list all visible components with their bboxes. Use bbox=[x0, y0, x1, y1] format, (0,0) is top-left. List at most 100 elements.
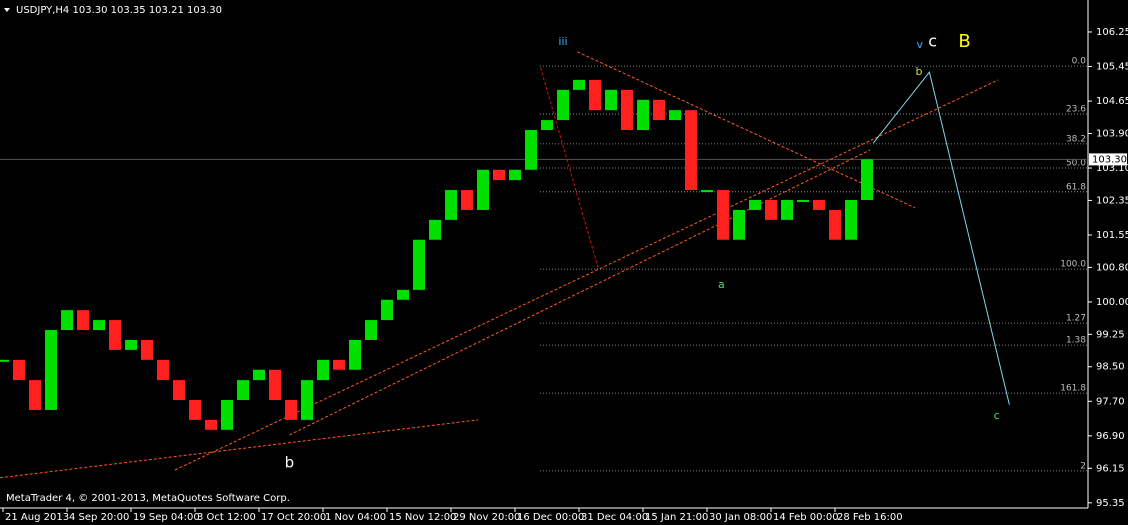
x-tick-label: 4 Sep 20:00 bbox=[69, 512, 129, 523]
last-price-box bbox=[1089, 153, 1127, 166]
fib-label: 23.6 bbox=[1066, 105, 1086, 115]
candle bbox=[237, 380, 249, 401]
candle bbox=[461, 190, 473, 210]
trend-line bbox=[0, 419, 479, 479]
wave-label: iii bbox=[558, 35, 567, 48]
candle bbox=[445, 190, 457, 220]
y-tick-label: 99.25 bbox=[1096, 329, 1125, 340]
candle bbox=[829, 209, 841, 240]
candle bbox=[365, 320, 377, 340]
candle bbox=[685, 110, 697, 191]
wave-label: c bbox=[928, 31, 937, 50]
x-tick-label: 29 Nov 20:00 bbox=[453, 512, 520, 523]
y-tick-label: 96.90 bbox=[1096, 431, 1125, 442]
last-price-label: 103.30 bbox=[1092, 154, 1127, 165]
x-tick-label: 30 Jan 08:00 bbox=[709, 512, 772, 523]
candle bbox=[157, 359, 169, 381]
trend-line bbox=[577, 51, 916, 209]
candle bbox=[45, 330, 57, 410]
x-tick-label: 15 Jan 21:00 bbox=[645, 512, 708, 523]
candle bbox=[349, 339, 361, 370]
wave-projection bbox=[873, 71, 1010, 405]
candle bbox=[605, 89, 617, 111]
candle bbox=[413, 239, 425, 290]
candle bbox=[109, 320, 121, 350]
candle bbox=[269, 369, 281, 401]
x-tick-label: 1 Nov 04:00 bbox=[325, 512, 386, 523]
wave-label: c bbox=[994, 409, 1000, 422]
candle bbox=[845, 200, 857, 240]
candle bbox=[317, 359, 329, 381]
fib-label: 161.8 bbox=[1060, 384, 1086, 394]
candle bbox=[29, 380, 41, 410]
wave-label: a bbox=[718, 278, 725, 291]
candle bbox=[189, 400, 201, 420]
candle bbox=[749, 200, 761, 210]
candle bbox=[621, 89, 633, 131]
candle bbox=[381, 299, 393, 321]
x-tick-label: 17 Oct 20:00 bbox=[261, 512, 326, 523]
y-tick-label: 101.55 bbox=[1096, 230, 1128, 241]
y-tick-label: 96.15 bbox=[1096, 463, 1125, 474]
y-tick-label: 100.00 bbox=[1096, 297, 1128, 308]
wave-label: v bbox=[917, 38, 924, 51]
fib-label: 1.38 bbox=[1066, 336, 1086, 346]
candle bbox=[573, 79, 585, 90]
candle bbox=[93, 320, 105, 331]
fib-label: 38.2 bbox=[1066, 134, 1086, 144]
candle bbox=[797, 200, 809, 203]
candle bbox=[637, 99, 649, 131]
candle bbox=[669, 110, 681, 121]
x-tick-label: 21 Aug 2013 bbox=[5, 512, 69, 523]
candle bbox=[13, 359, 25, 381]
candle bbox=[525, 130, 537, 170]
candle bbox=[61, 310, 73, 331]
x-tick-label: 3 Oct 12:00 bbox=[197, 512, 256, 523]
fib-label: 0.0 bbox=[1072, 57, 1087, 67]
y-tick-label: 95.35 bbox=[1096, 498, 1125, 509]
y-tick-label: 105.45 bbox=[1096, 62, 1128, 73]
candle bbox=[141, 339, 153, 360]
menu-arrow bbox=[4, 8, 10, 12]
candle bbox=[285, 400, 297, 420]
wave-label: B bbox=[958, 31, 970, 52]
y-tick-label: 103.10 bbox=[1096, 163, 1128, 174]
candle bbox=[733, 209, 745, 240]
fib-label: 1.27 bbox=[1066, 314, 1086, 324]
fib-label: 61.8 bbox=[1066, 182, 1086, 192]
candle bbox=[589, 79, 601, 111]
y-tick-label: 102.35 bbox=[1096, 195, 1128, 206]
fib-label: 50.0 bbox=[1066, 159, 1086, 169]
candle bbox=[301, 380, 313, 420]
candle bbox=[557, 89, 569, 121]
y-tick-label: 100.80 bbox=[1096, 262, 1128, 273]
candle bbox=[429, 219, 441, 240]
candle bbox=[477, 169, 489, 210]
y-tick-label: 103.90 bbox=[1096, 128, 1128, 139]
trend-line bbox=[289, 149, 871, 436]
candle bbox=[221, 400, 233, 430]
candle bbox=[701, 190, 713, 193]
x-tick-label: 31 Dec 04:00 bbox=[581, 512, 648, 523]
candle bbox=[205, 419, 217, 430]
x-tick-label: 16 Dec 00:00 bbox=[517, 512, 584, 523]
candle bbox=[77, 310, 89, 331]
candle bbox=[125, 339, 137, 350]
candle bbox=[509, 169, 521, 181]
y-tick-label: 104.65 bbox=[1096, 96, 1128, 107]
candle bbox=[717, 190, 729, 240]
fib-label: 2 bbox=[1080, 461, 1086, 471]
candle bbox=[813, 200, 825, 210]
candle bbox=[861, 159, 873, 201]
fib-label: 100.0 bbox=[1060, 260, 1086, 270]
x-tick-label: 19 Sep 04:00 bbox=[133, 512, 200, 523]
wave-label: b bbox=[285, 454, 295, 472]
candle bbox=[653, 99, 665, 121]
chart-title: USDJPY,H4 103.30 103.35 103.21 103.30 bbox=[16, 5, 222, 16]
y-tick-label: 98.50 bbox=[1096, 362, 1125, 373]
candle bbox=[0, 359, 9, 362]
copyright: MetaTrader 4, © 2001-2013, MetaQuotes So… bbox=[6, 493, 290, 504]
candle bbox=[397, 289, 409, 300]
